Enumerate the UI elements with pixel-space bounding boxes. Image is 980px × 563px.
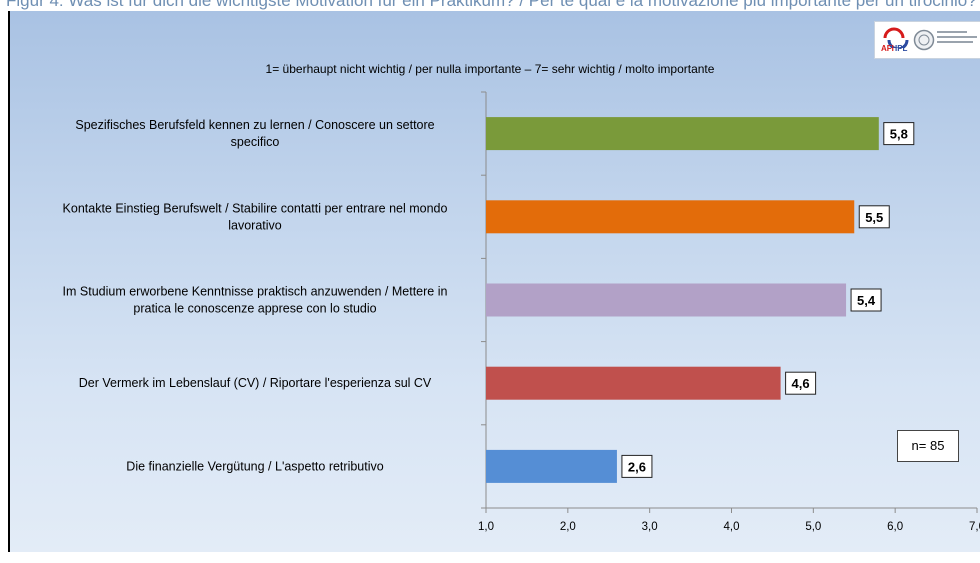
bar [486, 283, 847, 317]
data-label: 5,5 [865, 210, 883, 225]
category-label: lavorativo [228, 218, 282, 232]
bar [486, 366, 781, 400]
category-label: specifico [231, 135, 280, 149]
x-tick-label: 7,0 [969, 521, 980, 533]
cut-off-title-strip: Figur 4: Was ist für dich die wichtigste… [0, 0, 980, 11]
data-label-box [850, 288, 882, 312]
x-tick-label: 6,0 [887, 521, 903, 533]
x-tick-label: 3,0 [642, 521, 658, 533]
x-tick-label: 2,0 [560, 521, 576, 533]
x-tick-label: 1,0 [478, 521, 494, 533]
category-label: Die finanzielle Vergütung / L'aspetto re… [126, 459, 383, 473]
data-label-box [621, 454, 653, 478]
logo-ipl-text: IPL [895, 44, 908, 53]
bar [486, 200, 855, 234]
data-label: 5,8 [890, 127, 908, 142]
category-label: Kontakte Einstieg Berufswelt / Stabilire… [63, 201, 448, 215]
category-label: Der Vermerk im Lebenslauf (CV) / Riporta… [79, 376, 432, 390]
sample-size-box: n= 85 [897, 430, 959, 462]
institution-logo: AFI IPL [874, 21, 980, 59]
data-label-box [858, 205, 890, 229]
category-label: Im Studium erworbene Kenntnisse praktisc… [63, 285, 448, 299]
x-tick-label: 4,0 [724, 521, 740, 533]
data-label: 5,4 [857, 293, 876, 308]
afi-ipl-logo-icon [883, 27, 909, 48]
data-label: 2,6 [628, 459, 646, 474]
data-label-box [883, 122, 915, 146]
x-tick-label: 5,0 [805, 521, 821, 533]
scale-note: 1= überhaupt nicht wichtig / per nulla i… [265, 62, 715, 76]
category-label: Spezifisches Berufsfeld kennen zu lernen… [75, 118, 434, 132]
figure-title: Figur 4: Was ist für dich die wichtigste… [6, 0, 977, 10]
bar [486, 449, 617, 483]
bar [486, 117, 879, 151]
data-label-box [785, 371, 817, 395]
logo-afi-text: AFI [881, 44, 894, 53]
seal-icon [913, 29, 935, 51]
data-label: 4,6 [792, 376, 810, 391]
category-label: pratica le conoscenze apprese con lo stu… [133, 302, 376, 316]
